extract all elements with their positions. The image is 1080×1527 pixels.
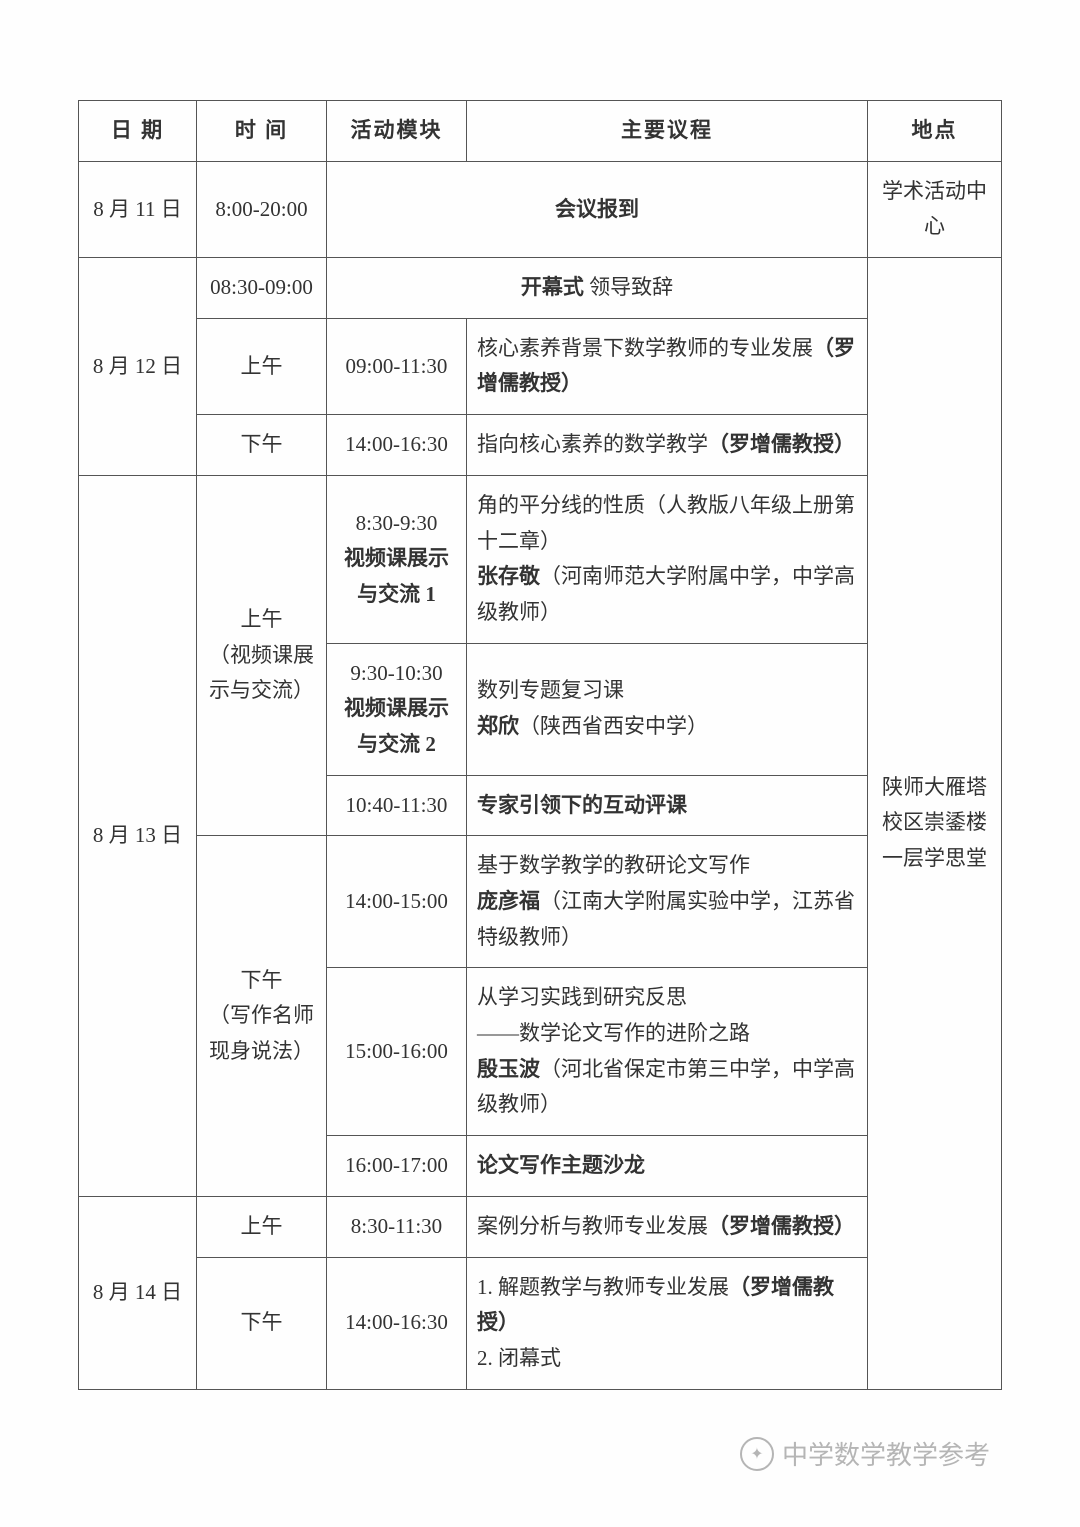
col-module: 活动模块 — [327, 101, 467, 162]
cell-time: 上午 — [197, 318, 327, 414]
cell-date: 8 月 13 日 — [79, 475, 197, 1196]
cell-topic: 数列专题复习课 郑欣（陕西省西安中学） — [467, 643, 868, 775]
table-row: 下午 14:00-16:30 指向核心素养的数学教学（罗增儒教授） — [79, 415, 1002, 476]
cell-module: 14:00-15:00 — [327, 836, 467, 968]
cell-module: 16:00-17:00 — [327, 1136, 467, 1197]
topic-text: 案例分析与教师专业发展 — [477, 1214, 708, 1238]
col-time: 时 间 — [197, 101, 327, 162]
table-row: 8 月 13 日 上午 （视频课展示与交流） 8:30-9:30 视频课展示与交… — [79, 475, 1002, 643]
am-sublabel: （视频课展示与交流） — [209, 643, 314, 703]
topic-line1: 数列专题复习课 — [477, 678, 624, 702]
pm-label: 下午 — [241, 968, 283, 992]
topic-line1a: 1. 解题教学与教师专业发展 — [477, 1275, 729, 1299]
topic-text: 指向核心素养的数学教学 — [477, 432, 708, 456]
cell-module-topic: 会议报到 — [327, 161, 868, 257]
col-location: 地点 — [868, 101, 1002, 162]
pm-sublabel: （写作名师现身说法） — [209, 1003, 314, 1063]
opening-label: 开幕式 — [521, 275, 584, 299]
cell-date: 8 月 11 日 — [79, 161, 197, 257]
watermark-text: 中学数学教学参考 — [782, 1435, 990, 1472]
topic-affil: （陕西省西安中学） — [519, 714, 708, 738]
cell-time: 下午 — [197, 1257, 327, 1389]
cell-topic: 基于数学教学的教研论文写作 庞彦福（江南大学附属实验中学，江苏省特级教师） — [467, 836, 868, 968]
cell-location-merged: 陕师大雁塔校区崇鋈楼一层学思堂 — [868, 258, 1002, 1390]
cell-topic: 专家引领下的互动评课 — [467, 775, 868, 836]
topic-line1: 基于数学教学的教研论文写作 — [477, 853, 750, 877]
cell-topic: 1. 解题教学与教师专业发展（罗增儒教授） 2. 闭幕式 — [467, 1257, 868, 1389]
cell-topic: 核心素养背景下数学教师的专业发展（罗增儒教授） — [467, 318, 868, 414]
schedule-page: 日 期 时 间 活动模块 主要议程 地点 8 月 11 日 8:00-20:00… — [0, 0, 1080, 1390]
module-time: 8:30-9:30 — [356, 511, 438, 535]
cell-time: 下午 — [197, 415, 327, 476]
cell-module: 9:30-10:30 视频课展示与交流 2 — [327, 643, 467, 775]
topic-line1: 角的平分线的性质（人教版八年级上册第十二章） — [477, 493, 855, 553]
topic-speaker: 庞彦福 — [477, 889, 540, 913]
cell-module: 14:00-16:30 — [327, 415, 467, 476]
topic-speaker: 殷玉波 — [477, 1057, 540, 1081]
schedule-table: 日 期 时 间 活动模块 主要议程 地点 8 月 11 日 8:00-20:00… — [78, 100, 1002, 1390]
cell-module-topic: 开幕式 领导致辞 — [327, 258, 868, 319]
am-label: 上午 — [241, 607, 283, 631]
cell-date: 8 月 14 日 — [79, 1196, 197, 1389]
module-time: 9:30-10:30 — [350, 661, 442, 685]
opening-rest: 领导致辞 — [584, 275, 673, 299]
cell-topic: 从学习实践到研究反思 ——数学论文写作的进阶之路 殷玉波（河北省保定市第三中学，… — [467, 968, 868, 1136]
col-topic: 主要议程 — [467, 101, 868, 162]
table-row: 上午 09:00-11:30 核心素养背景下数学教师的专业发展（罗增儒教授） — [79, 318, 1002, 414]
module-title: 视频课展示与交流 1 — [344, 546, 449, 606]
module-title: 视频课展示与交流 2 — [344, 696, 449, 756]
topic-text: 核心素养背景下数学教师的专业发展 — [477, 336, 813, 360]
cell-date: 8 月 12 日 — [79, 258, 197, 476]
cell-module: 8:30-11:30 — [327, 1196, 467, 1257]
cell-time: 8:00-20:00 — [197, 161, 327, 257]
table-row: 8 月 11 日 8:00-20:00 会议报到 学术活动中心 — [79, 161, 1002, 257]
cell-topic: 案例分析与教师专业发展（罗增儒教授） — [467, 1196, 868, 1257]
cell-time: 08:30-09:00 — [197, 258, 327, 319]
cell-module: 15:00-16:00 — [327, 968, 467, 1136]
topic-line2: ——数学论文写作的进阶之路 — [477, 1021, 750, 1045]
cell-topic: 论文写作主题沙龙 — [467, 1136, 868, 1197]
topic-speaker: 张存敬 — [477, 564, 540, 588]
topic-line1: 从学习实践到研究反思 — [477, 985, 687, 1009]
cell-time: 上午 — [197, 1196, 327, 1257]
cell-location: 学术活动中心 — [868, 161, 1002, 257]
cell-module: 8:30-9:30 视频课展示与交流 1 — [327, 475, 467, 643]
table-row: 8 月 14 日 上午 8:30-11:30 案例分析与教师专业发展（罗增儒教授… — [79, 1196, 1002, 1257]
table-row: 下午 （写作名师现身说法） 14:00-15:00 基于数学教学的教研论文写作 … — [79, 836, 1002, 968]
table-header-row: 日 期 时 间 活动模块 主要议程 地点 — [79, 101, 1002, 162]
cell-time: 上午 （视频课展示与交流） — [197, 475, 327, 836]
wechat-icon: ✦ — [740, 1437, 774, 1471]
cell-time: 下午 （写作名师现身说法） — [197, 836, 327, 1197]
table-row: 8 月 12 日 08:30-09:00 开幕式 领导致辞 陕师大雁塔校区崇鋈楼… — [79, 258, 1002, 319]
col-date: 日 期 — [79, 101, 197, 162]
topic-speaker: （罗增儒教授） — [708, 1214, 855, 1238]
cell-module: 14:00-16:30 — [327, 1257, 467, 1389]
topic-speaker: （罗增儒教授） — [708, 432, 855, 456]
cell-topic: 指向核心素养的数学教学（罗增儒教授） — [467, 415, 868, 476]
topic-line2: 2. 闭幕式 — [477, 1346, 561, 1370]
table-row: 下午 14:00-16:30 1. 解题教学与教师专业发展（罗增儒教授） 2. … — [79, 1257, 1002, 1389]
cell-module: 10:40-11:30 — [327, 775, 467, 836]
cell-module: 09:00-11:30 — [327, 318, 467, 414]
watermark: ✦ 中学数学教学参考 — [740, 1435, 990, 1472]
topic-speaker: 郑欣 — [477, 714, 519, 738]
cell-topic: 角的平分线的性质（人教版八年级上册第十二章） 张存敬（河南师范大学附属中学，中学… — [467, 475, 868, 643]
